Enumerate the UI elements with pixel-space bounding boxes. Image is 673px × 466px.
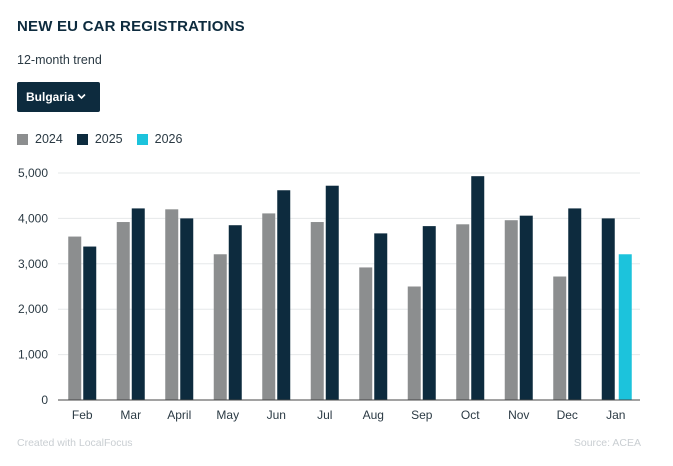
x-tick-label: Jun — [267, 408, 286, 422]
x-tick-label: Jan — [606, 408, 625, 422]
legend-item-2025[interactable]: 2025 — [76, 132, 123, 146]
x-tick-label: May — [216, 408, 239, 422]
x-tick-label: Nov — [508, 408, 529, 422]
bar-2026-jan — [618, 254, 632, 400]
x-tick-label: Sep — [411, 408, 433, 422]
x-tick-label: April — [167, 408, 191, 422]
country-dropdown[interactable]: Bulgaria — [17, 82, 100, 112]
x-tick-label: Mar — [120, 408, 141, 422]
y-tick-label: 3,000 — [18, 257, 48, 271]
footer-credit: Created with LocalFocus — [17, 437, 133, 449]
bar-2024-may — [213, 254, 227, 400]
bar-2024-sep — [407, 286, 421, 400]
bar-2025-dec — [568, 208, 582, 400]
bar-2025-feb — [83, 246, 97, 400]
footer-source: Source: ACEA — [573, 437, 641, 449]
grid-layer — [58, 172, 640, 356]
legend-label-2024: 2024 — [35, 132, 63, 146]
x-tick-label: Oct — [461, 408, 480, 422]
chart-title: NEW EU CAR REGISTRATIONS — [17, 18, 245, 35]
bar-2025-oct — [471, 176, 485, 400]
bar-2025-aug — [374, 233, 388, 400]
x-tick-label: Jul — [317, 408, 332, 422]
y-tick-label: 5,000 — [18, 166, 48, 180]
bar-2024-april — [165, 209, 179, 400]
bar-2024-aug — [359, 267, 373, 400]
y-tick-label: 2,000 — [18, 302, 48, 316]
x-tick-label: Feb — [72, 408, 93, 422]
legend-swatch-2025 — [76, 133, 88, 145]
bar-2025-april — [180, 218, 194, 400]
bar-2025-jun — [277, 190, 291, 400]
bar-2025-mar — [131, 208, 145, 400]
y-tick-label: 1,000 — [18, 348, 48, 362]
bar-2025-sep — [422, 226, 436, 400]
bar-2025-jul — [325, 185, 339, 400]
bar-2024-feb — [68, 236, 82, 400]
x-tick-label: Dec — [557, 408, 578, 422]
bar-2024-jul — [310, 222, 324, 400]
country-dropdown-label: Bulgaria — [26, 90, 75, 104]
legend-label-2026: 2026 — [154, 132, 183, 146]
bar-2024-oct — [456, 224, 470, 400]
legend-item-2026[interactable]: 2026 — [136, 132, 183, 146]
bar-2025-nov — [519, 215, 533, 400]
bar-2025-jan — [601, 218, 615, 400]
y-tick-label: 0 — [41, 393, 48, 407]
bar-2025-may — [228, 225, 242, 400]
chevron-down-icon — [77, 93, 86, 100]
axis-layer: 0 1,000 2,000 3,000 4,000 5,000 Feb Mar April May… — [18, 166, 640, 422]
chart-legend: 2024 2025 2026 — [17, 132, 196, 146]
x-tick-label: Aug — [363, 408, 384, 422]
y-tick-label: 4,000 — [18, 211, 48, 225]
legend-label-2025: 2025 — [94, 132, 123, 146]
bar-2024-mar — [116, 222, 130, 400]
bar-2024-dec — [553, 276, 567, 400]
legend-swatch-2026 — [136, 133, 148, 145]
chart-subtitle: 12-month trend — [17, 53, 102, 67]
legend-item-2024[interactable]: 2024 — [17, 132, 63, 146]
bar-2024-nov — [504, 220, 518, 400]
bar-2024-jun — [262, 213, 276, 400]
bar-layer — [68, 176, 632, 400]
legend-swatch-2024 — [17, 133, 28, 145]
